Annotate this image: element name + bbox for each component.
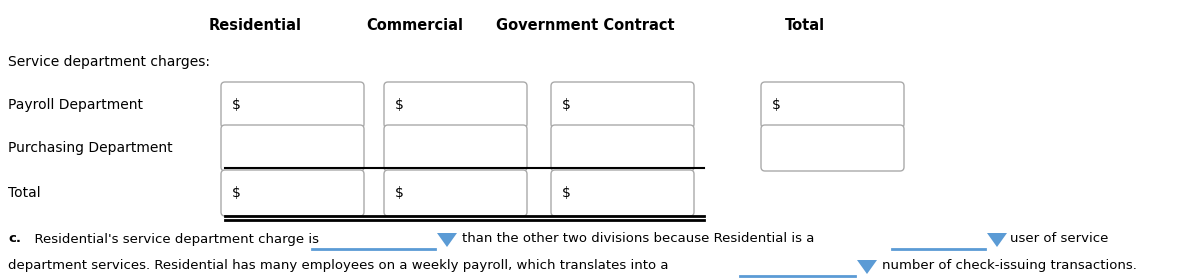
Text: Service department charges:: Service department charges: xyxy=(8,55,210,69)
Polygon shape xyxy=(437,233,457,247)
FancyBboxPatch shape xyxy=(384,82,527,128)
Text: c.: c. xyxy=(8,232,22,246)
Text: user of service: user of service xyxy=(1010,232,1109,246)
Text: Residential's service department charge is: Residential's service department charge … xyxy=(26,232,319,246)
Text: $: $ xyxy=(232,186,241,200)
FancyBboxPatch shape xyxy=(221,125,364,171)
FancyBboxPatch shape xyxy=(551,125,694,171)
FancyBboxPatch shape xyxy=(221,170,364,216)
Text: number of check-issuing transactions.: number of check-issuing transactions. xyxy=(882,260,1136,272)
Text: $: $ xyxy=(395,186,404,200)
Text: than the other two divisions because Residential is a: than the other two divisions because Res… xyxy=(462,232,815,246)
Text: Purchasing Department: Purchasing Department xyxy=(8,141,173,155)
FancyBboxPatch shape xyxy=(551,82,694,128)
Polygon shape xyxy=(857,260,877,274)
Text: $: $ xyxy=(232,98,241,112)
Text: $: $ xyxy=(772,98,781,112)
FancyBboxPatch shape xyxy=(761,82,904,128)
Text: Payroll Department: Payroll Department xyxy=(8,98,143,112)
FancyBboxPatch shape xyxy=(221,82,364,128)
FancyBboxPatch shape xyxy=(384,170,527,216)
FancyBboxPatch shape xyxy=(384,125,527,171)
Text: Total: Total xyxy=(785,17,826,32)
Polygon shape xyxy=(988,233,1007,247)
FancyBboxPatch shape xyxy=(761,125,904,171)
Text: department services. Residential has many employees on a weekly payroll, which t: department services. Residential has man… xyxy=(8,260,668,272)
Text: Commercial: Commercial xyxy=(366,17,463,32)
Text: $: $ xyxy=(562,98,571,112)
FancyBboxPatch shape xyxy=(551,170,694,216)
Text: Total: Total xyxy=(8,186,41,200)
Text: Residential: Residential xyxy=(209,17,301,32)
Text: $: $ xyxy=(395,98,404,112)
Text: $: $ xyxy=(562,186,571,200)
Text: Government Contract: Government Contract xyxy=(496,17,674,32)
